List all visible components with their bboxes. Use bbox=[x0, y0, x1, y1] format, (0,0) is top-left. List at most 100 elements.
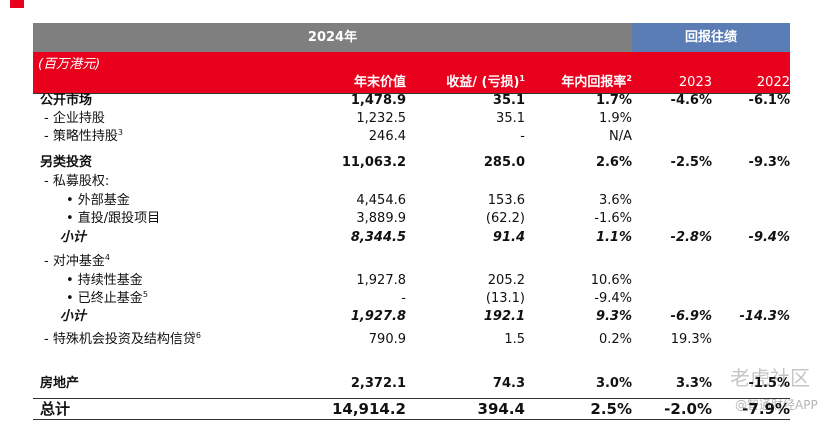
label-text: 房地产 bbox=[40, 376, 80, 391]
cell: -2.5% bbox=[670, 155, 712, 170]
label-text: • 已终止基金 bbox=[66, 291, 143, 306]
cell: -9.4% bbox=[594, 291, 632, 306]
cell: -1.5% bbox=[748, 376, 790, 391]
watermark: @智通财经APP bbox=[735, 398, 818, 412]
row-label: • 直投/跟投项目 bbox=[66, 210, 160, 228]
label-text: - 企业持股 bbox=[44, 111, 105, 126]
cell: -6.9% bbox=[670, 309, 712, 324]
label-text: • 持续性基金 bbox=[66, 273, 143, 288]
cell: - bbox=[401, 291, 406, 306]
row-label: - 私募股权: bbox=[44, 173, 109, 191]
label-text: 另类投资 bbox=[40, 155, 93, 170]
row-label: - 特殊机会投资及结构信贷6 bbox=[44, 331, 201, 349]
cell: 2.5% bbox=[590, 400, 632, 418]
cell: -1.6% bbox=[594, 211, 632, 226]
cell: 9.3% bbox=[595, 309, 632, 324]
cell: 1,232.5 bbox=[356, 111, 406, 126]
column-header: 2022 bbox=[757, 74, 790, 92]
cell: 1,927.8 bbox=[350, 309, 406, 324]
cell: 74.3 bbox=[492, 376, 525, 391]
cell: 35.1 bbox=[492, 93, 525, 108]
cell: 3.3% bbox=[675, 376, 712, 391]
returns-header: 回报往绩 bbox=[684, 30, 737, 45]
label-text: - 私募股权: bbox=[44, 174, 110, 189]
label-text: - 对冲基金 bbox=[44, 254, 105, 269]
cell: 19.3% bbox=[670, 332, 712, 347]
footnote-mark: 5 bbox=[142, 290, 148, 299]
row-label: - 对冲基金4 bbox=[44, 253, 110, 271]
label-text: - 策略性持股 bbox=[44, 129, 118, 144]
footnote-mark: 6 bbox=[195, 331, 201, 340]
subheader-band bbox=[33, 52, 790, 93]
row-label: 房地产 bbox=[40, 375, 79, 393]
cell: 1.1% bbox=[595, 230, 632, 245]
row-label: - 企业持股 bbox=[44, 110, 105, 128]
row-label: • 持续性基金 bbox=[66, 272, 143, 290]
cell: 246.4 bbox=[368, 129, 406, 144]
cell: -9.4% bbox=[748, 230, 790, 245]
cell: 790.9 bbox=[368, 332, 406, 347]
cell: 1.7% bbox=[595, 93, 632, 108]
cell: 8,344.5 bbox=[350, 230, 406, 245]
label-text: • 直投/跟投项目 bbox=[66, 211, 161, 226]
cell: - bbox=[520, 129, 525, 144]
label-text: 总计 bbox=[40, 400, 71, 418]
column-label: 2022 bbox=[756, 75, 790, 90]
cell: 1.5 bbox=[504, 332, 525, 347]
cell: 14,914.2 bbox=[331, 400, 406, 418]
returns-band bbox=[632, 23, 790, 52]
row-label: 小计 bbox=[60, 308, 86, 326]
footnote-mark: 3 bbox=[117, 128, 123, 137]
row-label: 公开市场 bbox=[40, 92, 92, 110]
column-label: 年末价值 bbox=[353, 75, 406, 90]
label-text: 小计 bbox=[60, 230, 87, 245]
unit-label: (百万港元) bbox=[38, 57, 101, 72]
logo-mark bbox=[10, 0, 24, 8]
cell: 2,372.1 bbox=[350, 376, 406, 391]
column-label: 2023 bbox=[678, 75, 712, 90]
column-header: 2023 bbox=[679, 74, 712, 92]
cell: 1,478.9 bbox=[350, 93, 406, 108]
label-text: 公开市场 bbox=[40, 93, 93, 108]
cell: -2.0% bbox=[664, 400, 712, 418]
cell: 3,889.9 bbox=[356, 211, 406, 226]
row-label: 总计 bbox=[40, 400, 70, 418]
cell: 192.1 bbox=[483, 309, 525, 324]
cell: 285.0 bbox=[483, 155, 525, 170]
year-header: 2024年 bbox=[307, 30, 358, 45]
footnote-mark: 4 bbox=[104, 253, 110, 262]
cell: 153.6 bbox=[487, 193, 525, 208]
cell: 1,927.8 bbox=[356, 273, 406, 288]
cell: 2.6% bbox=[595, 155, 632, 170]
cell: -14.3% bbox=[739, 309, 791, 324]
cell: (62.2) bbox=[485, 211, 525, 226]
cell: 394.4 bbox=[477, 400, 525, 418]
column-header: 收益/ (亏损)1 bbox=[446, 74, 525, 92]
cell: 3.0% bbox=[595, 376, 632, 391]
column-header: 年末价值 bbox=[354, 74, 406, 92]
cell: 91.4 bbox=[492, 230, 525, 245]
cell: -6.1% bbox=[748, 93, 790, 108]
row-label: 另类投资 bbox=[40, 154, 92, 172]
column-label: 年内回报率 bbox=[561, 75, 627, 90]
footnote-mark: 2 bbox=[626, 74, 632, 83]
column-header: 年内回报率2 bbox=[561, 74, 632, 92]
label-text: • 外部基金 bbox=[66, 193, 130, 208]
cell: 11,063.2 bbox=[341, 155, 406, 170]
cell: -9.3% bbox=[748, 155, 790, 170]
cell: 35.1 bbox=[496, 111, 525, 126]
rule bbox=[33, 93, 790, 94]
row-label: • 外部基金 bbox=[66, 192, 130, 210]
cell: 1.9% bbox=[598, 111, 632, 126]
rule bbox=[33, 419, 790, 420]
cell: -4.6% bbox=[670, 93, 712, 108]
cell: N/A bbox=[609, 129, 632, 144]
cell: 205.2 bbox=[487, 273, 525, 288]
cell: 0.2% bbox=[598, 332, 632, 347]
label-text: - 特殊机会投资及结构信贷 bbox=[44, 332, 196, 347]
footnote-mark: 1 bbox=[519, 74, 525, 83]
cell: 3.6% bbox=[598, 193, 632, 208]
column-label: 收益/ (亏损) bbox=[446, 75, 520, 90]
cell: 10.6% bbox=[590, 273, 632, 288]
